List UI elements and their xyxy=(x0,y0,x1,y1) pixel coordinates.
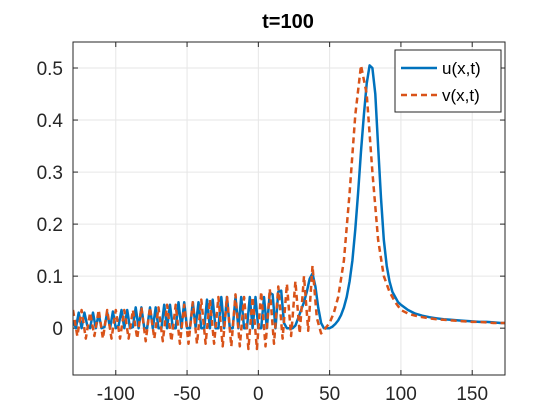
plot-frame xyxy=(72,41,506,376)
x-tick-label: 50 xyxy=(319,384,340,405)
x-tick-label: 0 xyxy=(253,384,264,405)
legend-box xyxy=(394,49,502,113)
x-tick-label: 150 xyxy=(456,384,488,405)
x-axis: -100 -50 0 50 100 150 xyxy=(97,42,488,405)
x-tick-label: -50 xyxy=(173,384,200,405)
legend-label-1: u(x,t) xyxy=(442,59,481,78)
y-axis: 0 0.1 0.2 0.3 0.4 0.5 xyxy=(37,59,505,340)
series-layer xyxy=(73,64,505,351)
y-tick-label: 0.2 xyxy=(37,215,63,236)
legend[interactable]: u(x,t) v(x,t) xyxy=(394,49,502,113)
chart-title: t=100 xyxy=(262,11,314,33)
y-tick-label: 0.5 xyxy=(37,59,63,80)
legend-label-2: v(x,t) xyxy=(442,86,480,105)
series-line-2 xyxy=(73,64,505,351)
y-tick-label: 0.4 xyxy=(37,111,64,132)
x-tick-label: -100 xyxy=(97,384,135,405)
x-tick-label: 100 xyxy=(385,384,417,405)
y-tick-label: 0.3 xyxy=(37,163,63,184)
y-tick-label: 0.1 xyxy=(37,267,63,288)
y-tick-label: 0 xyxy=(52,319,63,340)
